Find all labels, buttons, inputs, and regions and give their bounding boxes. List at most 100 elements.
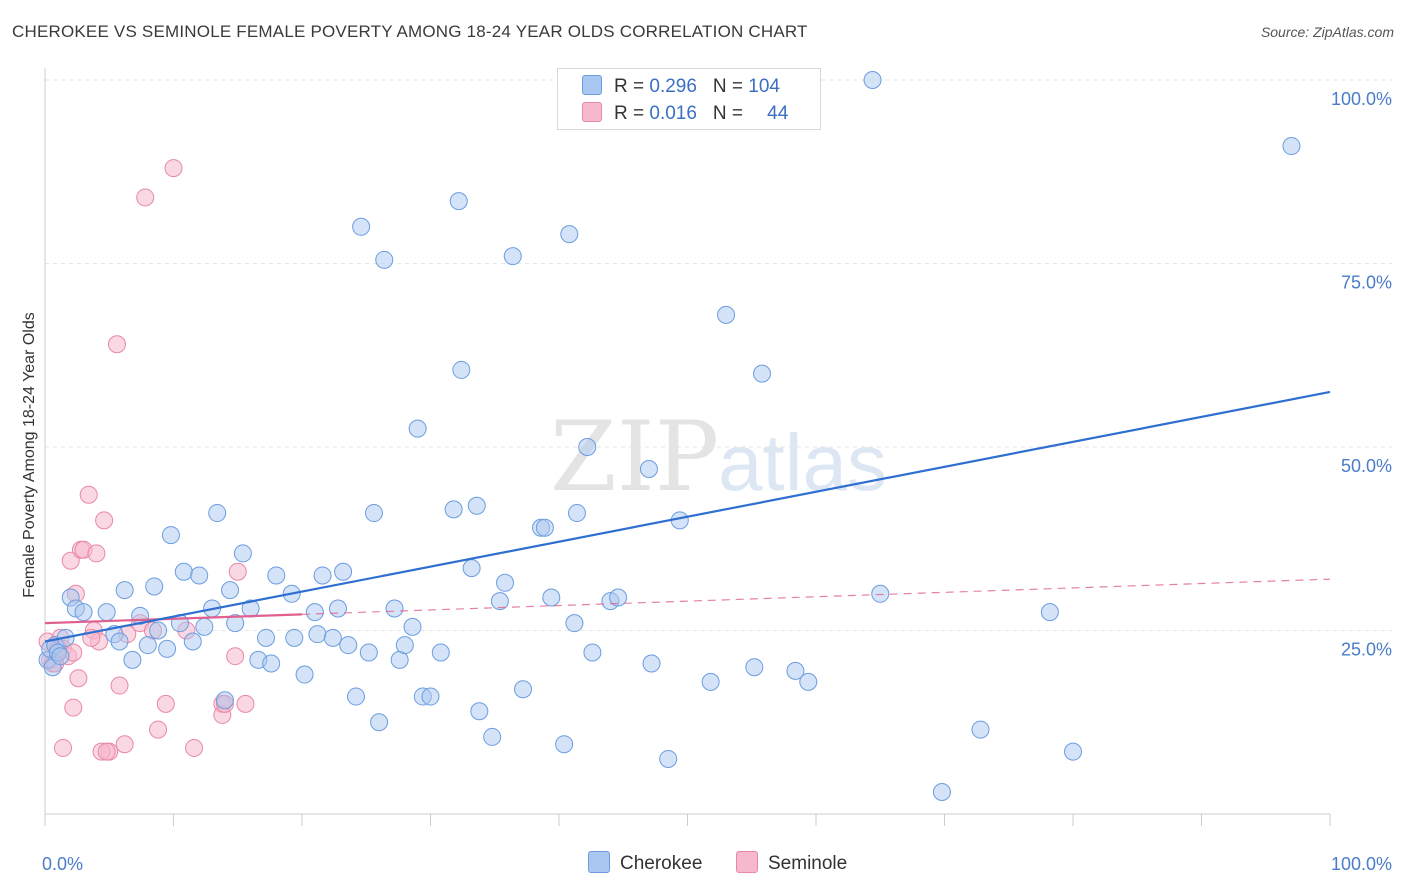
seminole-point [79,485,98,504]
cherokee-point [717,305,736,324]
stats-legend: R = 0.296 N = 104 R = 0.016 N = 44 [557,68,821,130]
cherokee-point [226,614,245,633]
seminole-point [53,738,72,757]
cherokee-point [421,687,440,706]
cherokee-point [174,562,193,581]
cherokee-point [483,727,502,746]
cherokee-point [375,250,394,269]
cherokee-point [359,643,378,662]
cherokee-point [295,665,314,684]
cherokee-point [753,364,772,383]
cherokee-point [123,650,142,669]
watermark-atlas: atlas [718,418,887,507]
seminole-point [69,669,88,688]
y-tick-label: 25.0% [1341,640,1392,660]
y-tick-label: 75.0% [1341,273,1392,293]
y-axis-label: Female Poverty Among 18-24 Year Olds [21,312,38,598]
seminole-trend-line [44,613,303,625]
seminole-swatch [582,102,602,122]
seminole-point [110,676,129,695]
cherokee-point [560,225,579,244]
legend-item-seminole: Seminole [736,851,847,875]
cherokee-point [110,632,129,651]
legend-row-cherokee: R = 0.296 N = 104 [582,75,780,99]
cherokee-point [701,672,720,691]
seminole-point [185,738,204,757]
cherokee-point [51,647,70,666]
cherokee-point [609,588,628,607]
seminole-legend-swatch [736,851,758,873]
cherokee-point [449,192,468,211]
cherokee-point [257,628,276,647]
cherokee-point [195,617,214,636]
cherokee-point [583,643,602,662]
cherokee-point [323,628,342,647]
cherokee-point [971,720,990,739]
cherokee-swatch [582,75,602,95]
legend-row-seminole: R = 0.016 N = 44 [582,102,788,126]
cherokee-point [97,603,116,622]
cherokee-point [183,632,202,651]
chart-title: CHEROKEE VS SEMINOLE FEMALE POVERTY AMON… [12,22,808,41]
seminole-point [226,647,245,666]
cherokee-point [339,636,358,655]
y-tick-label: 50.0% [1341,456,1392,476]
cherokee-point [208,504,227,523]
n-value: 104 [748,76,780,97]
cherokee-point [567,504,586,523]
cherokee-point [364,504,383,523]
r-label: R = [614,76,650,97]
cherokee-point [871,584,890,603]
seminole-point [149,720,168,739]
cherokee-point [385,599,404,618]
y-tick-label: 100.0% [1331,89,1392,109]
cherokee-point [395,636,414,655]
cherokee-point [233,544,252,563]
x-tick-label: 0.0% [42,854,83,874]
cherokee-point [149,621,168,640]
n-label: N = [712,76,749,97]
seminole-point [136,188,155,207]
r-label: R = [614,103,650,124]
cherokee-point [138,636,157,655]
cherokee-point [403,617,422,636]
cherokee-point [158,639,177,658]
cherokee-point [444,500,463,519]
cherokee-point [267,566,286,585]
cherokee-point [408,419,427,438]
cherokee-point [1282,137,1301,156]
cherokee-point [221,581,240,600]
r-value: 0.016 [649,103,697,124]
seminole-point [97,742,116,761]
cherokee-legend-swatch [588,851,610,873]
cherokee-point [215,691,234,710]
cherokee-point [565,614,584,633]
r-value: 0.296 [649,76,697,97]
seminole-point [156,694,175,713]
cherokee-point [1040,603,1059,622]
cherokee-point [745,658,764,677]
cherokee-point [932,782,951,801]
cherokee-point [514,680,533,699]
cherokee-point [262,654,281,673]
cherokee-point [1064,742,1082,761]
seminole-point [115,735,134,754]
cherokee-point [462,559,481,578]
cherokee-point [313,566,332,585]
cherokee-point [308,625,327,644]
seminole-point [107,335,126,354]
n-label: N = [712,103,749,124]
cherokee-point [642,654,661,673]
cherokee-point [555,735,574,754]
seminole-points [38,159,255,761]
cherokee-point [490,592,509,611]
seminole-point [61,551,80,570]
cherokee-point [431,643,450,662]
legend-item-cherokee: Cherokee [588,851,702,875]
cherokee-point [334,562,353,581]
cherokee-point [74,603,93,622]
cherokee-point [863,71,882,89]
cherokee-point [470,702,489,721]
cherokee-point [496,573,515,592]
cherokee-point [639,460,658,479]
